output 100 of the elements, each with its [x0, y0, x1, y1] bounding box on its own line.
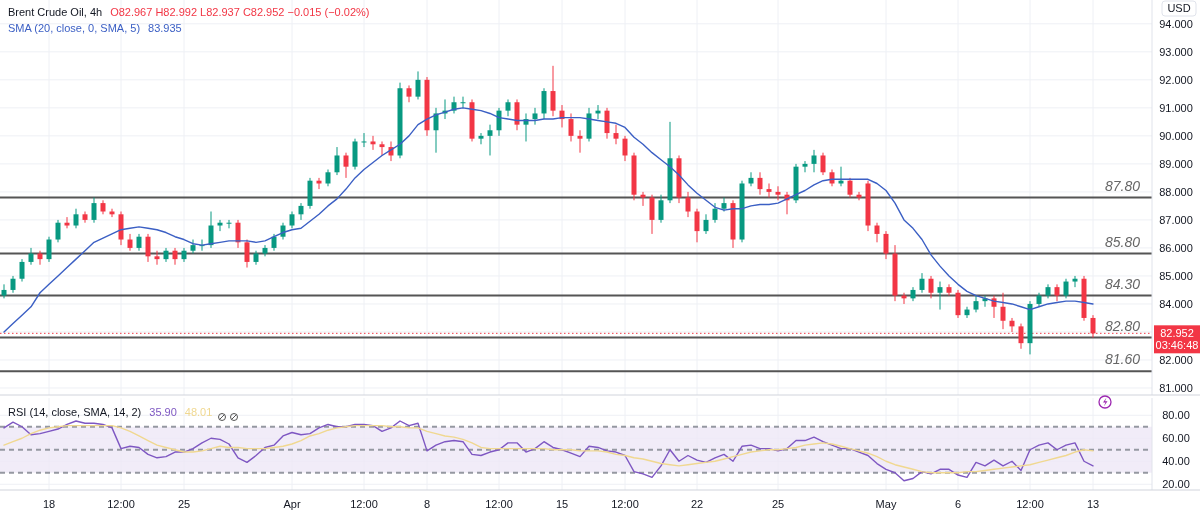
y-tick-label: 93.000: [1159, 45, 1193, 58]
x-tick-label: 12:00: [1016, 498, 1044, 510]
text: RSI (14, close, SMA, 14, 2): [8, 406, 142, 418]
ref-line-label: 85.80: [1104, 233, 1141, 250]
candlestick: [433, 107, 439, 154]
candlestick: [550, 65, 556, 117]
y-tick-label: 60.00: [1162, 432, 1190, 445]
x-tick-label: 22: [690, 498, 704, 510]
ref-line-label: 82.952: [1160, 327, 1194, 340]
candlestick: [190, 239, 196, 255]
candlestick: [82, 211, 88, 224]
x-tick-label: May: [875, 498, 897, 510]
x-tick-label: 18: [42, 498, 56, 510]
candlestick: [370, 135, 376, 151]
candlestick: [361, 132, 367, 148]
candlestick: [712, 202, 718, 224]
ref-line-label: 84.30: [1104, 275, 1141, 292]
y-tick-label: 85.000: [1159, 269, 1193, 282]
candlestick: [685, 191, 691, 218]
candlestick: [1063, 278, 1069, 299]
candlestick: [919, 272, 925, 294]
y-tick-label: 91.000: [1159, 101, 1193, 114]
x-tick-label: 12:00: [611, 498, 639, 510]
candlestick: [28, 247, 34, 266]
y-tick-label: 88.000: [1159, 185, 1193, 198]
annotation: 83.935: [148, 22, 182, 34]
y-tick-label: 20.00: [1162, 478, 1190, 491]
candlestick: [541, 87, 547, 120]
annotation: 48.01: [184, 406, 213, 418]
x-tick-label: Apr: [283, 498, 301, 510]
candlestick: [694, 208, 700, 243]
candlestick: [262, 244, 268, 257]
candlestick: [640, 191, 646, 207]
text: 03:46:48: [1155, 339, 1199, 352]
y-axis-title: USD: [1167, 2, 1191, 14]
candlestick: [91, 197, 97, 224]
x-tick-label: 6: [954, 498, 962, 510]
x-tick-label: 12:00: [350, 498, 378, 510]
y-tick-label: 84.000: [1159, 297, 1193, 310]
x-tick-label: 15: [555, 498, 569, 510]
candlestick: [1072, 275, 1078, 288]
candlestick: [1000, 292, 1006, 330]
x-tick-label: 25: [771, 498, 785, 510]
candlestick: [487, 124, 493, 156]
candlestick: [415, 70, 421, 100]
candlestick: [820, 152, 826, 176]
candlestick: [514, 98, 520, 131]
candlestick: [568, 112, 574, 142]
candlestick: [172, 247, 178, 266]
candlestick: [937, 281, 943, 311]
candlestick: [1, 283, 7, 299]
candlestick: [334, 146, 340, 176]
y-tick-label: 89.000: [1159, 157, 1193, 170]
y-tick-label: 94.000: [1159, 17, 1193, 30]
candlestick: [460, 96, 466, 109]
candlestick: [622, 135, 628, 162]
candlestick: [766, 182, 772, 198]
candlestick: [658, 194, 664, 224]
candlestick: [1090, 314, 1096, 339]
x-tick-label: 13: [1086, 498, 1100, 510]
x-tick-label: 8: [423, 498, 431, 510]
candlestick: [46, 236, 52, 263]
annotation: O82.967 H82.992 L82.937 C82.952 −0.015 (−0.02%): [110, 6, 370, 18]
candlestick: [649, 194, 655, 235]
candlestick: [226, 219, 232, 229]
candlestick: [19, 258, 25, 283]
candlestick: [883, 230, 889, 260]
ref-line-label: 82.80: [1104, 317, 1141, 334]
candlestick: [577, 129, 583, 154]
text: SMA (20, close, 0, SMA, 5): [8, 22, 141, 34]
candlestick: [217, 219, 223, 232]
candlestick: [811, 149, 817, 173]
candlestick: [955, 289, 961, 319]
candlestick: [64, 216, 70, 229]
candlestick: [208, 211, 214, 249]
x-tick-label: 25: [177, 498, 191, 510]
y-tick-label: 81.000: [1159, 382, 1193, 394]
y-tick-label: 86.000: [1159, 241, 1193, 254]
candlestick: [946, 283, 952, 297]
y-tick-label: 80.00: [1162, 409, 1190, 422]
y-tick-label: 90.000: [1159, 129, 1193, 142]
candlestick: [145, 233, 151, 263]
candlestick: [244, 239, 250, 269]
candlestick: [505, 98, 511, 117]
candlestick: [1054, 283, 1060, 302]
candlestick: [802, 160, 808, 173]
line-series: [3, 420, 1094, 482]
y-tick-label: 40.00: [1162, 455, 1190, 468]
ref-line-label: 81.60: [1104, 351, 1141, 368]
y-tick-label: 92.000: [1159, 73, 1193, 86]
x-tick-label: 12:00: [107, 498, 135, 510]
candlestick: [856, 191, 862, 201]
candlestick: [55, 219, 61, 243]
candlestick: [532, 107, 538, 126]
candlestick: [928, 275, 934, 299]
candlestick: [604, 107, 610, 140]
candlestick: [757, 171, 763, 196]
candlestick: [406, 84, 412, 103]
y-tick-label: 87.000: [1159, 213, 1193, 226]
candlestick: [298, 202, 304, 221]
